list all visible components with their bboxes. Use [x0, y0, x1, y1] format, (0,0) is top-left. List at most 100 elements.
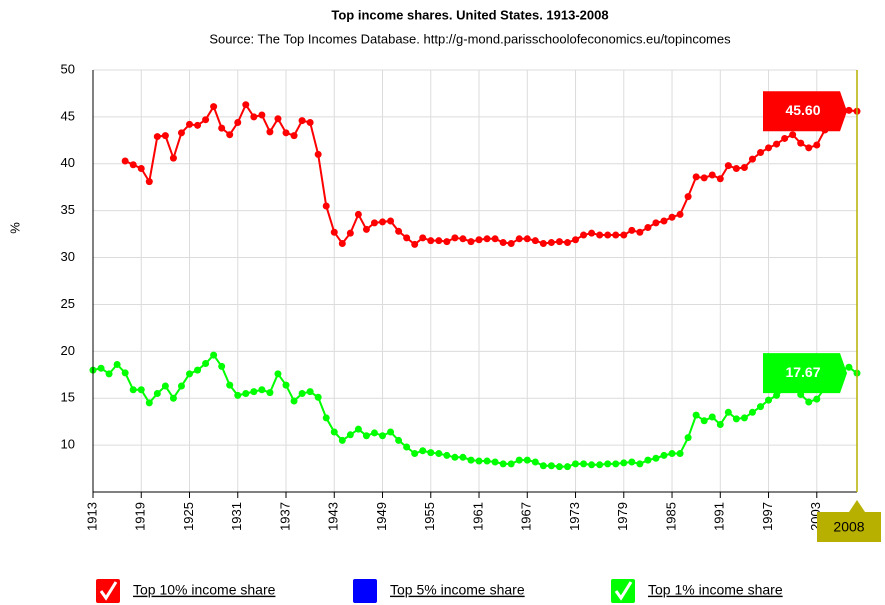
data-point — [113, 360, 121, 368]
data-point — [202, 116, 210, 124]
x-tick-label: 1979 — [615, 502, 630, 531]
x-callout-label: 2008 — [833, 519, 864, 535]
x-tick-label: 1973 — [567, 502, 582, 531]
data-point — [515, 235, 523, 243]
data-point — [636, 228, 644, 236]
data-point — [346, 229, 354, 237]
data-point — [845, 106, 853, 114]
data-point — [724, 408, 732, 416]
data-point — [242, 101, 250, 109]
data-point — [555, 238, 563, 246]
data-point — [539, 239, 547, 247]
data-point — [411, 450, 419, 458]
data-point — [186, 370, 194, 378]
data-point — [620, 459, 628, 467]
data-point — [644, 456, 652, 464]
data-point — [797, 139, 805, 147]
data-point — [813, 141, 821, 149]
chart-title: Top income shares. United States. 1913-2… — [331, 7, 608, 22]
data-point — [451, 453, 459, 461]
data-point — [708, 413, 716, 421]
x-tick-label: 1991 — [712, 502, 727, 531]
data-point — [692, 411, 700, 419]
data-point — [588, 229, 596, 237]
data-point — [748, 155, 756, 163]
data-point — [194, 366, 202, 374]
data-point — [756, 149, 764, 157]
data-point — [708, 171, 716, 179]
x-tick-label: 1961 — [470, 502, 485, 531]
data-point — [555, 463, 563, 471]
data-point — [234, 391, 242, 399]
data-point — [169, 154, 177, 162]
data-point — [314, 150, 322, 158]
legend-label[interactable]: Top 5% income share — [390, 582, 525, 598]
data-point — [700, 417, 708, 425]
data-point — [427, 449, 435, 457]
data-point — [194, 121, 202, 129]
x-tick-label: 1985 — [663, 502, 678, 531]
data-point — [137, 386, 145, 394]
data-point — [539, 462, 547, 470]
data-point — [290, 397, 298, 405]
data-point — [258, 386, 266, 394]
y-tick-label: 25 — [61, 296, 75, 311]
data-point — [379, 432, 387, 440]
data-point — [756, 403, 764, 411]
data-point — [523, 235, 531, 243]
data-point — [306, 119, 314, 127]
data-point — [604, 231, 612, 239]
data-point — [210, 103, 218, 111]
data-point — [515, 456, 523, 464]
y-tick-label: 40 — [61, 155, 75, 170]
data-point — [250, 113, 258, 121]
data-point — [491, 458, 499, 466]
data-point — [362, 225, 370, 233]
series-line — [92, 353, 858, 468]
data-point — [684, 193, 692, 201]
data-point — [789, 131, 797, 139]
value-label-box — [763, 353, 847, 394]
value-label-box — [763, 91, 847, 132]
data-point — [411, 240, 419, 248]
value-label: 17.67 — [785, 364, 820, 380]
data-point — [266, 389, 274, 397]
y-tick-label: 15 — [61, 390, 75, 405]
data-point — [387, 428, 395, 436]
data-point — [322, 202, 330, 210]
y-tick-label: 30 — [61, 249, 75, 264]
legend-label[interactable]: Top 1% income share — [648, 582, 783, 598]
legend-label[interactable]: Top 10% income share — [133, 582, 276, 598]
data-point — [563, 463, 571, 471]
data-point — [580, 231, 588, 239]
x-tick-label: 1913 — [84, 502, 99, 531]
data-point — [298, 390, 306, 398]
data-point — [121, 369, 129, 377]
data-point — [612, 231, 620, 239]
data-point — [596, 461, 604, 469]
data-point — [572, 236, 580, 244]
data-point — [628, 226, 636, 234]
data-point — [218, 362, 226, 370]
data-point — [395, 436, 403, 444]
data-point — [531, 458, 539, 466]
data-point — [169, 394, 177, 402]
data-point — [435, 237, 443, 245]
x-tick-label: 1937 — [277, 502, 292, 531]
data-point — [202, 360, 210, 368]
data-point — [370, 219, 378, 227]
data-point — [186, 120, 194, 128]
data-point — [740, 164, 748, 172]
data-point — [692, 173, 700, 181]
data-point — [467, 456, 475, 464]
data-point — [813, 395, 821, 403]
data-point — [499, 239, 507, 247]
x-tick-label: 1949 — [374, 502, 389, 531]
data-point — [724, 162, 732, 170]
data-point — [572, 460, 580, 468]
data-point — [218, 124, 226, 132]
x-tick-label: 1967 — [519, 502, 534, 531]
data-point — [740, 414, 748, 422]
y-tick-label: 50 — [61, 61, 75, 76]
x-tick-label: 1925 — [181, 502, 196, 531]
